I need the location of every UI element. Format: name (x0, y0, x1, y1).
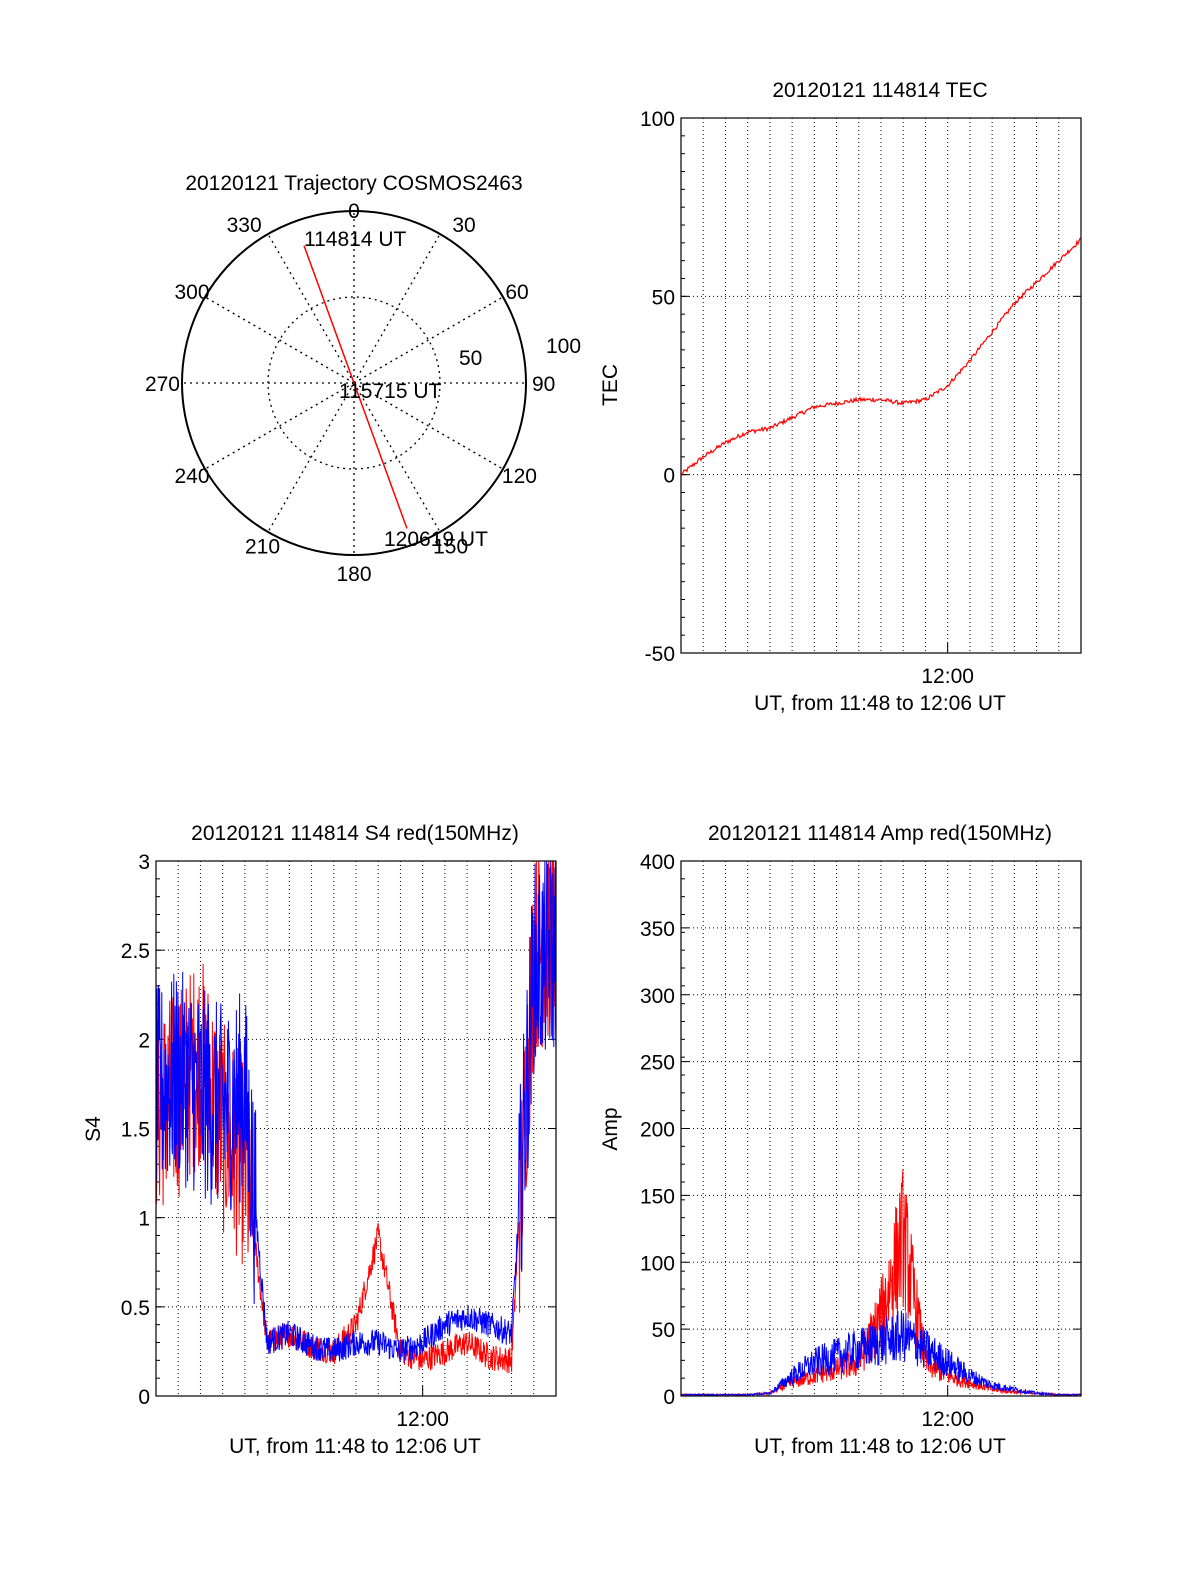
s4-ylabel: S4 (82, 1116, 105, 1142)
tec-frame (680, 117, 1082, 654)
polar-grid (181, 210, 527, 556)
polar-azimuth-label-90: 90 (532, 373, 555, 396)
s4-xlabel: UT, from 11:48 to 12:06 UT (229, 1435, 481, 1458)
amp-frame (680, 860, 1082, 1397)
polar-spoke-30 (353, 233, 441, 384)
s4-ytick-label: 1.5 (121, 1119, 150, 1142)
s4-title: 20120121 114814 S4 red(150MHz) (191, 822, 519, 845)
polar-azimuth-label-330: 330 (227, 214, 262, 237)
polar-annotations: 114814 UT 115715 UT 120619 UT (304, 228, 488, 551)
polar-azimuth-label-180: 180 (336, 563, 371, 586)
amp-ytick-label: 400 (640, 851, 675, 874)
tec-series-red (680, 237, 1082, 476)
tec-ylabel: TEC (599, 364, 622, 406)
polar-trajectory-series (303, 245, 408, 529)
amp-ytick-label: 250 (640, 1052, 675, 1075)
amp-ytick-label: 350 (640, 918, 675, 941)
polar-spoke-120 (353, 382, 504, 470)
polar-spoke-240 (204, 382, 355, 470)
polar-azimuth-label-30: 30 (452, 214, 475, 237)
polar-trajectory-line (303, 245, 408, 529)
polar-spoke-60 (353, 296, 504, 384)
amp-series-blue (680, 1310, 1082, 1397)
polar-radial-labels: 50 100 (459, 335, 581, 370)
polar-spoke-300 (204, 296, 355, 384)
polar-azimuth-label-210: 210 (245, 535, 280, 558)
s4-series-red (155, 860, 557, 1374)
tec-ytick-label: 100 (640, 108, 675, 131)
amp-ytick-label: 300 (640, 985, 675, 1008)
trajectory-polar-plot: 20120121 Trajectory COSMOS2463 0 30 60 90 12… (145, 172, 581, 586)
amp-ytick-label: 200 (640, 1119, 675, 1142)
polar-azimuth-label-300: 300 (174, 281, 209, 304)
tec-panel: 20120121 114814 TEC TEC UT, from 11:48 t… (599, 79, 1006, 715)
amp-ytick-label: 150 (640, 1185, 675, 1208)
s4-frame (155, 860, 557, 1397)
amp-title: 20120121 114814 Amp red(150MHz) (708, 822, 1052, 845)
polar-spoke-210 (267, 382, 355, 533)
amp-ylabel: Amp (599, 1107, 622, 1150)
amp-ytick-label: 0 (663, 1386, 675, 1409)
polar-annotation-0: 114814 UT (304, 228, 407, 251)
polar-azimuth-label-120: 120 (502, 465, 537, 488)
s4-ytick-label: 2 (138, 1029, 150, 1052)
polar-annotation-2: 120619 UT (384, 528, 488, 551)
tec-xlabel: UT, from 11:48 to 12:06 UT (754, 692, 1006, 715)
polar-azimuth-label-0: 0 (348, 200, 360, 223)
tec-plot-area: 100 50 0 -50 12:00 (640, 108, 1082, 688)
s4-ytick-label: 2.5 (121, 940, 150, 963)
polar-spoke-330 (267, 233, 355, 384)
tec-ytick-label: 0 (663, 465, 675, 488)
polar-annotation-1: 115715 UT (339, 380, 442, 403)
s4-ytick-label: 3 (138, 851, 150, 874)
s4-ytick-label: 0 (138, 1386, 150, 1409)
tec-xtick-label: 12:00 (921, 665, 974, 688)
amp-xlabel: UT, from 11:48 to 12:06 UT (754, 1435, 1006, 1458)
tec-title: 20120121 114814 TEC (772, 79, 987, 102)
s4-ytick-label: 1 (138, 1208, 150, 1231)
polar-azimuth-label-60: 60 (505, 281, 528, 304)
polar-azimuth-label-270: 270 (145, 373, 180, 396)
tec-ytick-label: -50 (645, 643, 675, 666)
polar-azimuth-label-150: 150 (433, 535, 468, 558)
s4-panel: 20120121 114814 S4 red(150MHz) S4 UT, fr… (82, 822, 519, 1458)
amp-ytick-label: 100 (640, 1252, 675, 1275)
s4-xtick-label: 12:00 (396, 1408, 449, 1431)
polar-radial-label-50: 50 (459, 347, 482, 370)
amp-panel: 20120121 114814 Amp red(150MHz) Amp UT, … (599, 822, 1052, 1458)
s4-plot-area: 3 2.5 2 1.5 1 0.5 0 12:00 (121, 851, 557, 1431)
s4-ytick-label: 0.5 (121, 1297, 150, 1320)
tec-ytick-label: 50 (652, 286, 675, 309)
s4-series-blue (155, 860, 557, 1363)
polar-azimuth-labels: 0 30 60 90 120 150 180 210 240 270 300 330 (145, 200, 555, 586)
amp-xtick-label: 12:00 (921, 1408, 974, 1431)
amp-ytick-label: 50 (652, 1319, 675, 1342)
amp-plot-area: 400 350 300 250 200 150 100 50 0 12:00 (640, 851, 1082, 1431)
polar-outer-circle (181, 210, 527, 556)
polar-radial-label-100: 100 (546, 335, 581, 358)
polar-azimuth-label-240: 240 (174, 465, 209, 488)
trajectory-title: 20120121 Trajectory COSMOS2463 (185, 172, 522, 195)
polar-spoke-150 (353, 382, 441, 533)
